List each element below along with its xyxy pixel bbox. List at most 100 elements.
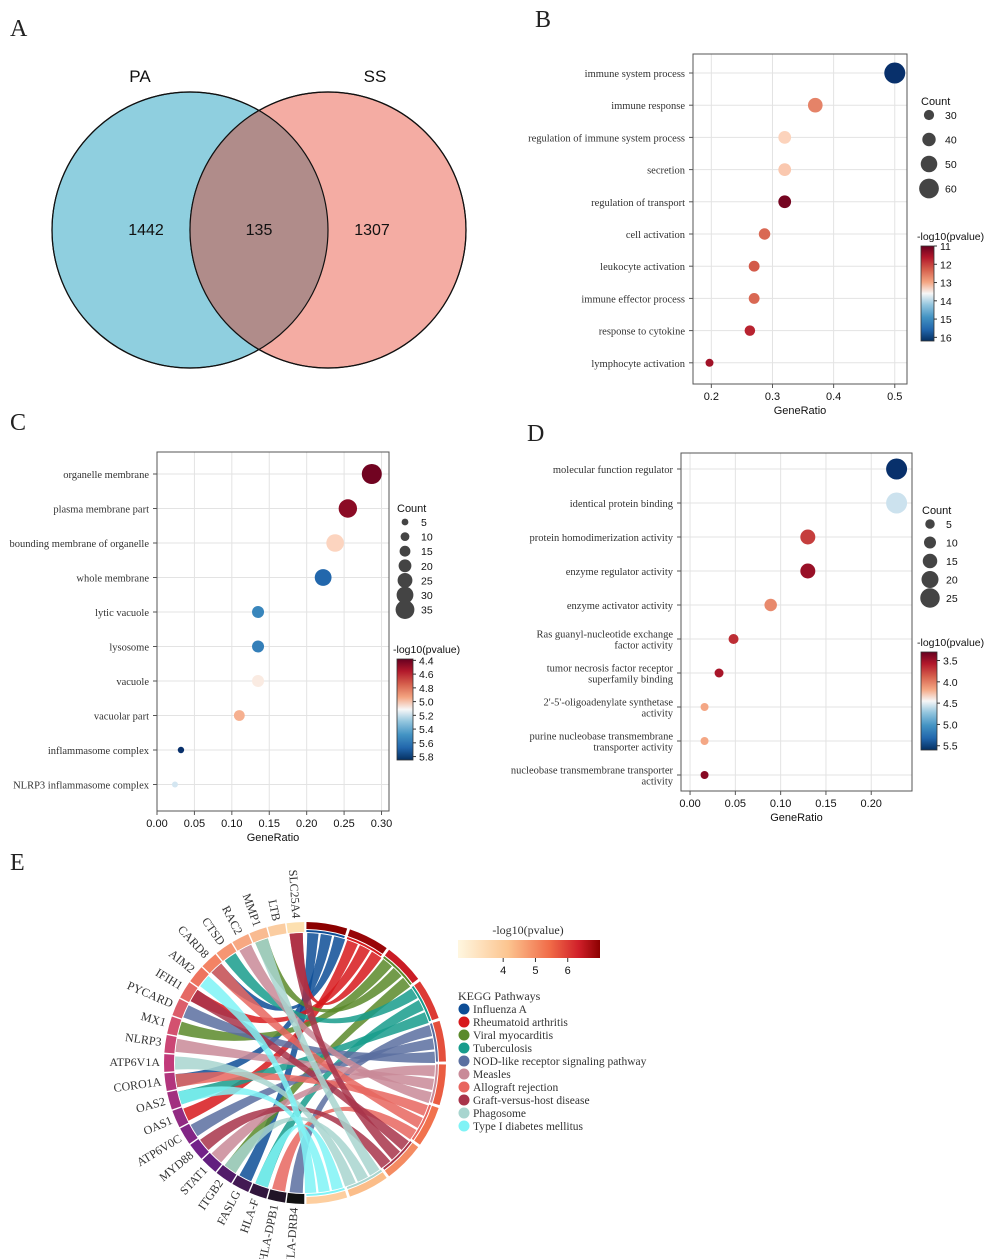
chord-pathway-arc	[306, 930, 345, 938]
data-point	[700, 771, 709, 779]
x-tick-label: 0.25	[333, 818, 354, 830]
chord-legend-label: Graft-versus-host disease	[473, 1095, 590, 1107]
chord-gene-label: CORO1A	[113, 1075, 163, 1095]
chord-gene-arc	[167, 1090, 182, 1110]
chord-gene-arc	[180, 982, 198, 1003]
venn-label-ss: SS	[364, 67, 387, 86]
chord-gene-label: IFIH1	[153, 965, 185, 992]
chord-gene-arc	[180, 1123, 198, 1144]
chord-pathway-pvalue-arc	[347, 929, 387, 954]
panel-e: E HLA-DRB4HLA-DPB1HLA-FFASLGITGB2STAT1MY…	[10, 850, 647, 1259]
category-label: lytic vacuole	[95, 608, 149, 619]
venn-outline-pa	[51, 91, 329, 369]
x-tick-label: 0.05	[184, 818, 205, 830]
data-point	[764, 598, 777, 612]
chord-legend-swatch	[458, 1068, 470, 1080]
chord-gene-arc	[164, 1035, 177, 1054]
data-point	[884, 62, 906, 84]
size-legend-dot	[924, 536, 936, 549]
plot-frame	[156, 451, 390, 812]
colorbar-label: 14	[940, 296, 952, 308]
chord-pathway-arc	[346, 1169, 383, 1190]
chord-gene-arc	[216, 942, 237, 961]
category-label: nucleobase transmembrane transporter	[511, 766, 674, 777]
chord-gene-arc	[202, 954, 222, 974]
panel-label-c: C	[10, 410, 26, 436]
size-legend-dot	[923, 109, 935, 121]
size-legend-dot	[400, 532, 410, 541]
venn-outline-ss	[189, 91, 467, 369]
chord-legend-label: Influenza A	[473, 1004, 528, 1016]
chord-legend-swatch	[458, 1003, 470, 1015]
chord-gene-arc	[286, 1192, 305, 1204]
chord-pathway-pvalue-arc	[414, 981, 439, 1021]
chord-pathway-pvalue-arc	[347, 1172, 387, 1197]
chord-pathway-arc	[306, 1188, 345, 1196]
chord-legend-swatch	[458, 1120, 470, 1132]
chord-pathway-pvalue-arc	[414, 1105, 439, 1145]
chord-legend-label: Phagosome	[473, 1108, 526, 1120]
colorbar	[920, 651, 938, 751]
size-legend-label: 5	[421, 517, 427, 529]
size-legend-dot	[396, 586, 414, 604]
category-label: activity	[642, 777, 674, 788]
chord-legend-swatch	[458, 1055, 470, 1067]
colorbar	[920, 245, 935, 342]
chord-pvalue-legend-title: -log10(pvalue)	[492, 923, 563, 937]
chord-ribbon	[211, 963, 423, 1128]
chord-ribbon	[178, 1012, 429, 1105]
venn-count-overlap: 135	[246, 222, 273, 239]
x-tick-label: 0.30	[371, 818, 392, 830]
chord-legend-title: KEGG Pathways	[458, 989, 541, 1003]
chord-ribbon	[255, 1124, 344, 1191]
venn-label-pa: PA	[129, 67, 151, 86]
data-point	[338, 499, 358, 518]
chord-legend-swatch	[458, 1081, 470, 1093]
x-tick-label: 0.05	[725, 798, 746, 810]
size-legend-dot	[925, 519, 935, 529]
chord-ribbon	[255, 938, 402, 1013]
chord-ribbon	[190, 1038, 435, 1137]
data-point	[700, 703, 709, 711]
category-label: inflammasome complex	[48, 746, 150, 757]
colorbar-label: 15	[940, 314, 952, 326]
size-legend-label: 10	[421, 532, 433, 544]
chord-gene-arc	[172, 1107, 189, 1128]
panel-d: D 0.00 0.05 0.10 0.15 0.20 GeneRatio molecular…	[511, 421, 984, 824]
colorbar-label: 5.8	[419, 752, 434, 764]
chord-legend-label: Rheumatoid arthritis	[473, 1017, 568, 1029]
chord-gene-arc	[202, 1152, 222, 1172]
chord-legend-swatch	[458, 1029, 470, 1041]
category-label: factor activity	[614, 641, 673, 652]
chord-ribbon	[178, 959, 392, 1041]
data-point	[700, 737, 709, 745]
plot-frame	[680, 452, 913, 792]
panel-b: B 0.2 0.3 0.4 0.5 GeneRatio immune system pro…	[528, 7, 984, 417]
data-point	[748, 292, 760, 304]
category-label: NLRP3 inflammasome complex	[13, 781, 150, 792]
size-legend-dot	[922, 553, 938, 569]
category-label: organelle membrane	[63, 470, 149, 481]
chord-pathway-pvalue-arc	[432, 1020, 446, 1062]
size-legend-label: 10	[946, 538, 958, 550]
x-tick-label: 0.10	[770, 798, 791, 810]
chord-pathway-arc	[430, 1064, 438, 1103]
data-point	[177, 746, 185, 754]
chord-gene-arc	[232, 1175, 253, 1193]
size-legend-label: 30	[421, 590, 433, 602]
chord-pvalue-ticks: 4 5 6	[500, 958, 571, 977]
chord-gene-label: OAS1	[141, 1113, 174, 1138]
category-label: regulation of transport	[591, 198, 685, 209]
size-legend-label: 15	[421, 546, 433, 558]
chord-pvalue-legend: -log10(pvalue) 4 5 6	[458, 923, 600, 977]
panel-label-b: B	[535, 7, 551, 33]
size-legend-dot	[398, 559, 412, 573]
x-tick-label: 0.00	[679, 798, 700, 810]
chord-pathway-pvalue-arc	[306, 922, 348, 936]
chord-gene-label: NLRP3	[124, 1030, 162, 1049]
colorbar-label: 4.8	[419, 683, 434, 695]
data-point	[800, 563, 816, 579]
category-label: tumor necrosis factor receptor	[547, 664, 674, 675]
x-axis-title: GeneRatio	[774, 405, 827, 417]
